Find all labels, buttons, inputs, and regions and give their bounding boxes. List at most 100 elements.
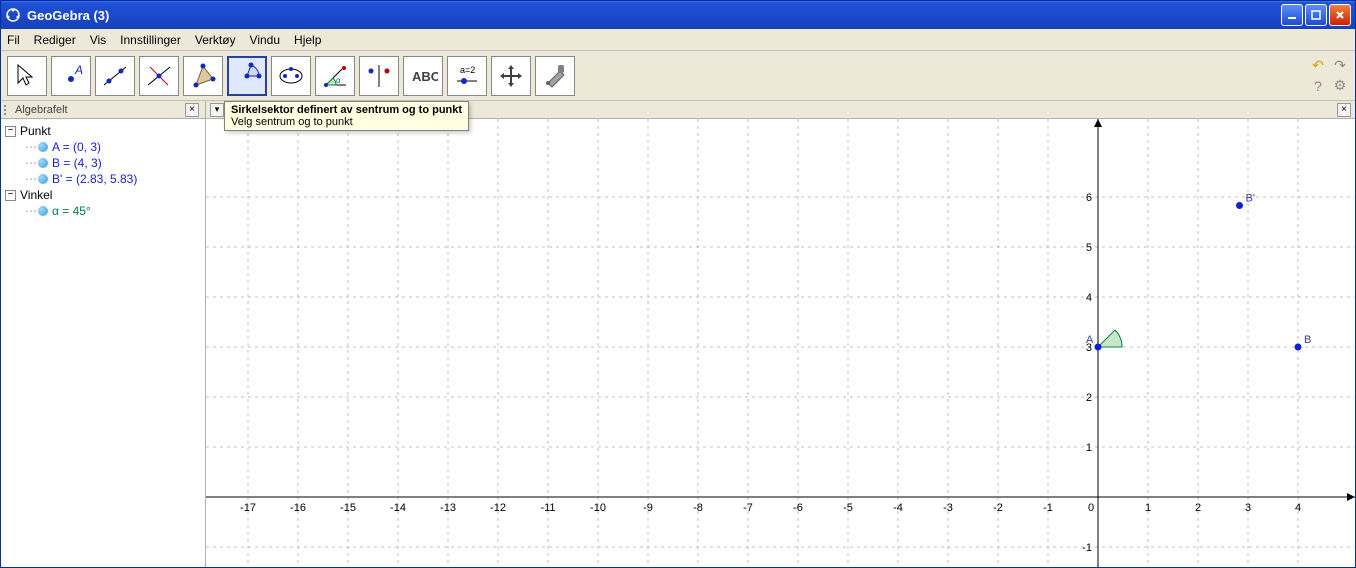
help-icon[interactable]: ? [1309, 77, 1327, 95]
svg-text:a=2: a=2 [460, 65, 475, 75]
group-label: Vinkel [20, 188, 52, 202]
svg-text:-7: -7 [743, 502, 753, 514]
svg-text:-9: -9 [643, 502, 653, 514]
svg-text:α: α [336, 76, 341, 85]
tooltip-title: Sirkelsektor definert av sentrum og to p… [231, 104, 462, 116]
angle-marker[interactable] [1098, 330, 1122, 347]
menu-options[interactable]: Innstillinger [120, 33, 181, 47]
angle-tool[interactable]: α [315, 56, 355, 96]
window-title: GeoGebra (3) [27, 8, 1281, 23]
svg-text:-3: -3 [943, 502, 953, 514]
svg-text:-11: -11 [540, 502, 555, 514]
app-icon [5, 7, 21, 23]
menu-edit[interactable]: Rediger [34, 33, 76, 47]
svg-text:2: 2 [1086, 392, 1092, 404]
point-label: B [1304, 334, 1311, 346]
svg-text:-1: -1 [1043, 502, 1053, 514]
svg-text:1: 1 [1086, 442, 1092, 454]
tree-leaf[interactable]: ⋯α = 45° [5, 203, 201, 219]
algebra-header: Algebrafelt × [1, 101, 205, 119]
graphics-menu-dropdown[interactable]: ▾ [210, 103, 224, 117]
ellipse-tool[interactable] [271, 56, 311, 96]
svg-text:-5: -5 [843, 502, 853, 514]
svg-text:-6: -6 [793, 502, 803, 514]
settings-tool[interactable] [535, 56, 575, 96]
svg-text:-8: -8 [693, 502, 703, 514]
menu-file[interactable]: Fil [7, 33, 20, 47]
tree-leaf[interactable]: ⋯B = (4, 3) [5, 155, 201, 171]
svg-text:-16: -16 [290, 502, 306, 514]
menu-tools[interactable]: Verktøy [195, 33, 236, 47]
point-A[interactable] [1095, 344, 1102, 351]
graphics-canvas[interactable]: -17-16-15-14-13-12-11-10-9-8-7-6-5-4-3-2… [206, 119, 1355, 567]
perpendicular-tool[interactable] [139, 56, 179, 96]
algebra-close-icon[interactable]: × [185, 103, 199, 117]
undo-icon[interactable]: ↶ [1309, 57, 1327, 75]
svg-text:-13: -13 [440, 502, 456, 514]
point-label: B' [1246, 193, 1255, 205]
tree-leaf[interactable]: ⋯A = (0, 3) [5, 139, 201, 155]
redo-icon[interactable]: ↷ [1331, 57, 1349, 75]
maximize-button[interactable] [1305, 4, 1327, 26]
graphics-close-icon[interactable]: × [1337, 103, 1351, 117]
tree-leaf[interactable]: ⋯B' = (2.83, 5.83) [5, 171, 201, 187]
algebra-panel: Algebrafelt × −Punkt⋯A = (0, 3)⋯B = (4, … [1, 101, 206, 567]
point-B[interactable] [1295, 344, 1302, 351]
visibility-toggle-icon[interactable] [38, 158, 48, 168]
visibility-toggle-icon[interactable] [38, 206, 48, 216]
algebra-tree: −Punkt⋯A = (0, 3)⋯B = (4, 3)⋯B' = (2.83,… [1, 119, 205, 223]
move-graphics-tool[interactable] [491, 56, 531, 96]
svg-text:-14: -14 [390, 502, 406, 514]
svg-text:-15: -15 [340, 502, 356, 514]
polygon-tool[interactable] [183, 56, 223, 96]
close-button[interactable] [1329, 4, 1351, 26]
visibility-toggle-icon[interactable] [38, 174, 48, 184]
graphics-panel: ▾ × Sirkelsektor definert av sentrum og … [206, 101, 1355, 567]
line-tool[interactable] [95, 56, 135, 96]
group-label: Punkt [20, 124, 51, 138]
minimize-button[interactable] [1281, 4, 1303, 26]
point-B'[interactable] [1236, 202, 1243, 209]
visibility-toggle-icon[interactable] [38, 142, 48, 152]
svg-text:-10: -10 [590, 502, 606, 514]
algebra-title: Algebrafelt [15, 104, 68, 116]
svg-text:A: A [74, 63, 83, 77]
svg-text:-12: -12 [490, 502, 506, 514]
svg-text:4: 4 [1295, 502, 1301, 514]
svg-text:ABC: ABC [412, 69, 438, 84]
svg-text:-4: -4 [893, 502, 903, 514]
svg-text:4: 4 [1086, 292, 1092, 304]
svg-text:1: 1 [1145, 502, 1151, 514]
object-label: B' = (2.83, 5.83) [52, 172, 137, 186]
reflect-tool[interactable] [359, 56, 399, 96]
svg-text:-2: -2 [993, 502, 1003, 514]
tooltip-subtitle: Velg sentrum og to punkt [231, 116, 462, 128]
tree-group[interactable]: −Punkt [5, 123, 201, 139]
object-label: α = 45° [52, 204, 91, 218]
point-tool[interactable]: A [51, 56, 91, 96]
svg-text:-17: -17 [240, 502, 256, 514]
svg-text:-1: -1 [1082, 542, 1092, 554]
text-tool[interactable]: ABC [403, 56, 443, 96]
svg-text:0: 0 [1088, 502, 1094, 514]
menu-help[interactable]: Hjelp [294, 33, 321, 47]
move-tool[interactable] [7, 56, 47, 96]
slider-tool[interactable]: a=2 [447, 56, 487, 96]
toolbar: Aα ABC a=2 ↶ ↷ ? ⚙ [1, 51, 1355, 101]
svg-text:3: 3 [1245, 502, 1251, 514]
collapse-icon[interactable]: − [5, 190, 16, 201]
point-label: A [1086, 334, 1094, 346]
circle-sector-tool[interactable] [227, 56, 267, 96]
object-label: B = (4, 3) [52, 156, 102, 170]
collapse-icon[interactable]: − [5, 126, 16, 137]
svg-text:5: 5 [1086, 242, 1092, 254]
svg-text:2: 2 [1195, 502, 1201, 514]
titlebar: GeoGebra (3) [1, 1, 1355, 29]
object-label: A = (0, 3) [52, 140, 101, 154]
menu-window[interactable]: Vindu [250, 33, 280, 47]
gear-icon[interactable]: ⚙ [1331, 77, 1349, 95]
menu-view[interactable]: Vis [90, 33, 106, 47]
menubar: Fil Rediger Vis Innstillinger Verktøy Vi… [1, 29, 1355, 51]
tool-tooltip: Sirkelsektor definert av sentrum og to p… [224, 101, 469, 131]
tree-group[interactable]: −Vinkel [5, 187, 201, 203]
